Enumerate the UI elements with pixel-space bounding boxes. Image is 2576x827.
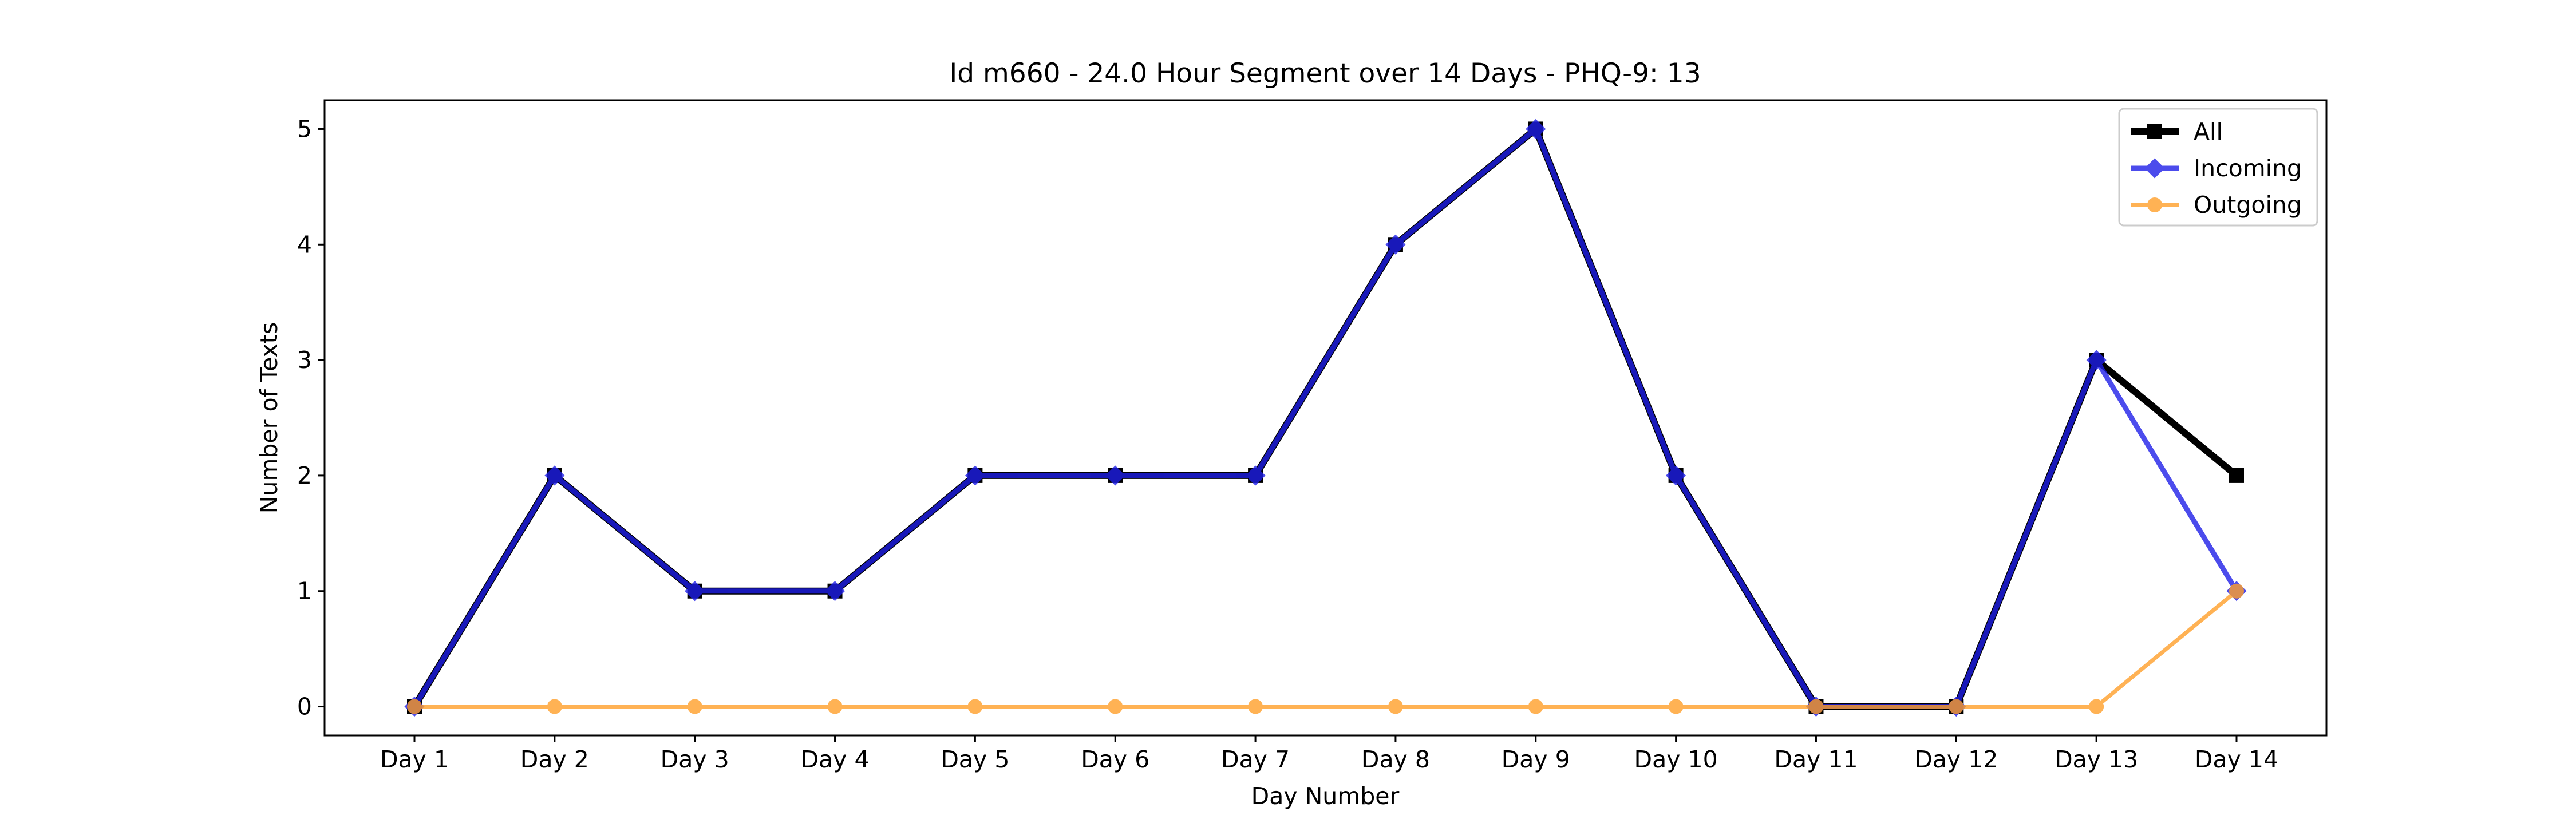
data-point-incoming <box>544 465 565 486</box>
y-tick-label: 4 <box>297 231 312 258</box>
data-point-incoming <box>1385 234 1406 255</box>
y-tick-label: 3 <box>297 346 312 374</box>
y-axis: 0 1 2 3 4 5 <box>297 115 325 721</box>
legend-label: Incoming <box>2194 155 2302 182</box>
x-tick-label: Day 11 <box>1774 746 1858 773</box>
x-tick-label: Day 4 <box>800 746 869 773</box>
y-tick-label: 0 <box>297 693 312 721</box>
legend-swatch-marker <box>2147 197 2162 212</box>
x-tick-label: Day 12 <box>1914 746 1998 773</box>
legend: All Incoming Outgoing <box>2118 108 2318 227</box>
data-point-incoming <box>1105 465 1125 486</box>
series-all <box>407 121 2244 714</box>
legend-entry-all <box>2131 124 2179 139</box>
y-axis-label: Number of Texts <box>255 322 283 514</box>
data-point-outgoing <box>1108 699 1123 714</box>
legend-entry-incoming <box>2131 158 2179 179</box>
x-axis: Day 1 Day 2 Day 3 Day 4 Day 5 Day 6 Day 7 Day 8… <box>380 735 2278 773</box>
data-point-incoming <box>965 465 985 486</box>
x-tick-label: Day 5 <box>941 746 1009 773</box>
data-point-outgoing <box>2089 699 2104 714</box>
y-tick-label: 5 <box>297 115 312 143</box>
series-line-outgoing <box>414 589 2238 709</box>
x-tick-label: Day 1 <box>380 746 449 773</box>
legend-label: All <box>2194 118 2223 145</box>
data-point-incoming <box>1245 465 1266 486</box>
data-point-outgoing <box>967 699 983 714</box>
legend-swatch-marker <box>2147 124 2162 139</box>
data-point-incoming <box>1526 118 1546 140</box>
series-line-all <box>411 125 2239 710</box>
x-axis-label: Day Number <box>1251 782 1400 810</box>
data-point-outgoing <box>1388 699 1403 714</box>
plot-frame <box>323 99 2328 737</box>
x-tick-label: Day 9 <box>1502 746 1570 773</box>
data-point-outgoing <box>1949 699 1964 714</box>
data-point-outgoing <box>1668 699 1684 714</box>
legend-label: Outgoing <box>2194 191 2302 219</box>
legend-entry-outgoing <box>2131 197 2179 212</box>
x-tick-label: Day 13 <box>2055 746 2138 773</box>
legend-swatch-marker <box>2144 158 2165 179</box>
data-point-all <box>2229 468 2244 483</box>
plot-series <box>404 118 2247 717</box>
x-tick-label: Day 8 <box>1361 746 1430 773</box>
chart-title: Id m660 - 24.0 Hour Segment over 14 Days… <box>949 58 1701 89</box>
data-point-outgoing <box>827 699 843 714</box>
x-tick-label: Day 3 <box>661 746 729 773</box>
data-point-outgoing <box>547 699 562 714</box>
x-tick-label: Day 2 <box>520 746 589 773</box>
data-point-outgoing <box>687 699 702 714</box>
x-tick-label: Day 6 <box>1081 746 1149 773</box>
y-tick-label: 1 <box>297 577 312 605</box>
data-point-incoming <box>685 581 705 602</box>
data-point-incoming <box>824 581 846 602</box>
x-tick-label: Day 7 <box>1221 746 1290 773</box>
data-point-outgoing <box>1808 699 1824 714</box>
x-tick-label: Day 14 <box>2195 746 2278 773</box>
data-point-outgoing <box>2229 583 2244 599</box>
data-point-outgoing <box>1528 699 1543 714</box>
legend-frame <box>2118 108 2318 227</box>
data-point-outgoing <box>407 699 422 714</box>
series-incoming <box>404 118 2247 717</box>
data-point-outgoing <box>1248 699 1263 714</box>
y-tick-label: 2 <box>297 462 312 489</box>
series-outgoing <box>407 583 2244 714</box>
series-line-incoming <box>412 126 2239 710</box>
data-point-incoming <box>2086 350 2107 370</box>
data-point-incoming <box>1666 465 1686 486</box>
x-tick-label: Day 10 <box>1634 746 1718 773</box>
